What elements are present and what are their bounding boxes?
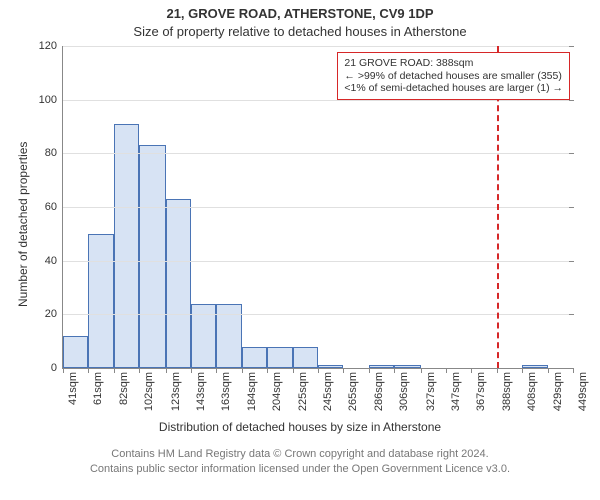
histogram-bar: [216, 304, 242, 368]
x-tick-mark: [114, 368, 115, 373]
x-tick-mark: [216, 368, 217, 373]
x-tick-mark: [548, 368, 549, 373]
property-callout: 21 GROVE ROAD: 388sqm ← >99% of detached…: [337, 52, 570, 100]
x-tick-mark: [166, 368, 167, 373]
x-tick-mark: [471, 368, 472, 373]
x-tick-mark: [88, 368, 89, 373]
y-tick-mark: [569, 314, 574, 315]
x-tick-mark: [446, 368, 447, 373]
x-tick-mark: [497, 368, 498, 373]
callout-line-3: <1% of semi-detached houses are larger (…: [344, 82, 563, 95]
x-tick-label: 204sqm: [271, 368, 283, 411]
y-tick-mark: [569, 207, 574, 208]
x-tick-label: 327sqm: [425, 368, 437, 411]
y-tick-mark: [569, 261, 574, 262]
histogram-bar: [114, 124, 139, 368]
y-tick-label: 80: [45, 147, 63, 159]
histogram-bar: [166, 199, 191, 368]
y-tick-mark: [569, 100, 574, 101]
chart-container: { "title_line1": "21, GROVE ROAD, ATHERS…: [0, 0, 600, 500]
chart-title-address: 21, GROVE ROAD, ATHERSTONE, CV9 1DP: [0, 6, 600, 21]
x-tick-label: 61sqm: [92, 368, 104, 405]
x-tick-label: 429sqm: [552, 368, 564, 411]
x-tick-label: 41sqm: [67, 368, 79, 405]
x-tick-label: 102sqm: [143, 368, 155, 411]
x-tick-label: 163sqm: [220, 368, 232, 411]
histogram-bar: [139, 145, 165, 368]
x-tick-mark: [242, 368, 243, 373]
histogram-bar: [191, 304, 216, 368]
x-tick-label: 245sqm: [322, 368, 334, 411]
histogram-bar: [293, 347, 318, 368]
x-tick-mark: [191, 368, 192, 373]
x-tick-label: 286sqm: [373, 368, 385, 411]
x-tick-label: 143sqm: [195, 368, 207, 411]
attribution-line-1: Contains HM Land Registry data © Crown c…: [0, 448, 600, 460]
histogram-bar: [267, 347, 293, 368]
histogram-bar: [242, 347, 267, 368]
x-tick-label: 265sqm: [347, 368, 359, 411]
histogram-bar: [63, 336, 88, 368]
x-tick-label: 306sqm: [398, 368, 410, 411]
x-axis-label: Distribution of detached houses by size …: [0, 420, 600, 434]
x-tick-mark: [421, 368, 422, 373]
chart-area: 020406080100120 41sqm61sqm82sqm102sqm123…: [62, 46, 573, 369]
x-tick-mark: [267, 368, 268, 373]
y-tick-mark: [569, 46, 574, 47]
x-tick-label: 449sqm: [577, 368, 589, 411]
x-tick-mark: [522, 368, 523, 373]
x-tick-mark: [63, 368, 64, 373]
callout-line-2: ← >99% of detached houses are smaller (3…: [344, 70, 563, 83]
y-tick-label: 120: [39, 40, 63, 52]
y-axis-label: Number of detached properties: [16, 142, 30, 307]
attribution-line-2: Contains public sector information licen…: [0, 463, 600, 475]
x-tick-label: 347sqm: [450, 368, 462, 411]
x-tick-label: 123sqm: [170, 368, 182, 411]
x-tick-mark: [369, 368, 370, 373]
x-tick-label: 367sqm: [475, 368, 487, 411]
x-tick-mark: [139, 368, 140, 373]
y-tick-label: 100: [39, 94, 63, 106]
x-tick-mark: [573, 368, 574, 373]
histogram-bar: [88, 234, 114, 368]
y-tick-mark: [569, 153, 574, 154]
y-tick-label: 20: [45, 308, 63, 320]
x-tick-label: 184sqm: [246, 368, 258, 411]
y-tick-label: 40: [45, 255, 63, 267]
y-tick-label: 60: [45, 201, 63, 213]
x-tick-mark: [343, 368, 344, 373]
x-tick-mark: [293, 368, 294, 373]
x-tick-mark: [318, 368, 319, 373]
callout-line-1: 21 GROVE ROAD: 388sqm: [344, 57, 563, 70]
x-tick-label: 408sqm: [526, 368, 538, 411]
x-tick-label: 82sqm: [118, 368, 130, 405]
x-tick-label: 388sqm: [501, 368, 513, 411]
x-tick-label: 225sqm: [297, 368, 309, 411]
y-tick-label: 0: [51, 362, 63, 374]
x-tick-mark: [394, 368, 395, 373]
chart-subtitle: Size of property relative to detached ho…: [0, 24, 600, 39]
